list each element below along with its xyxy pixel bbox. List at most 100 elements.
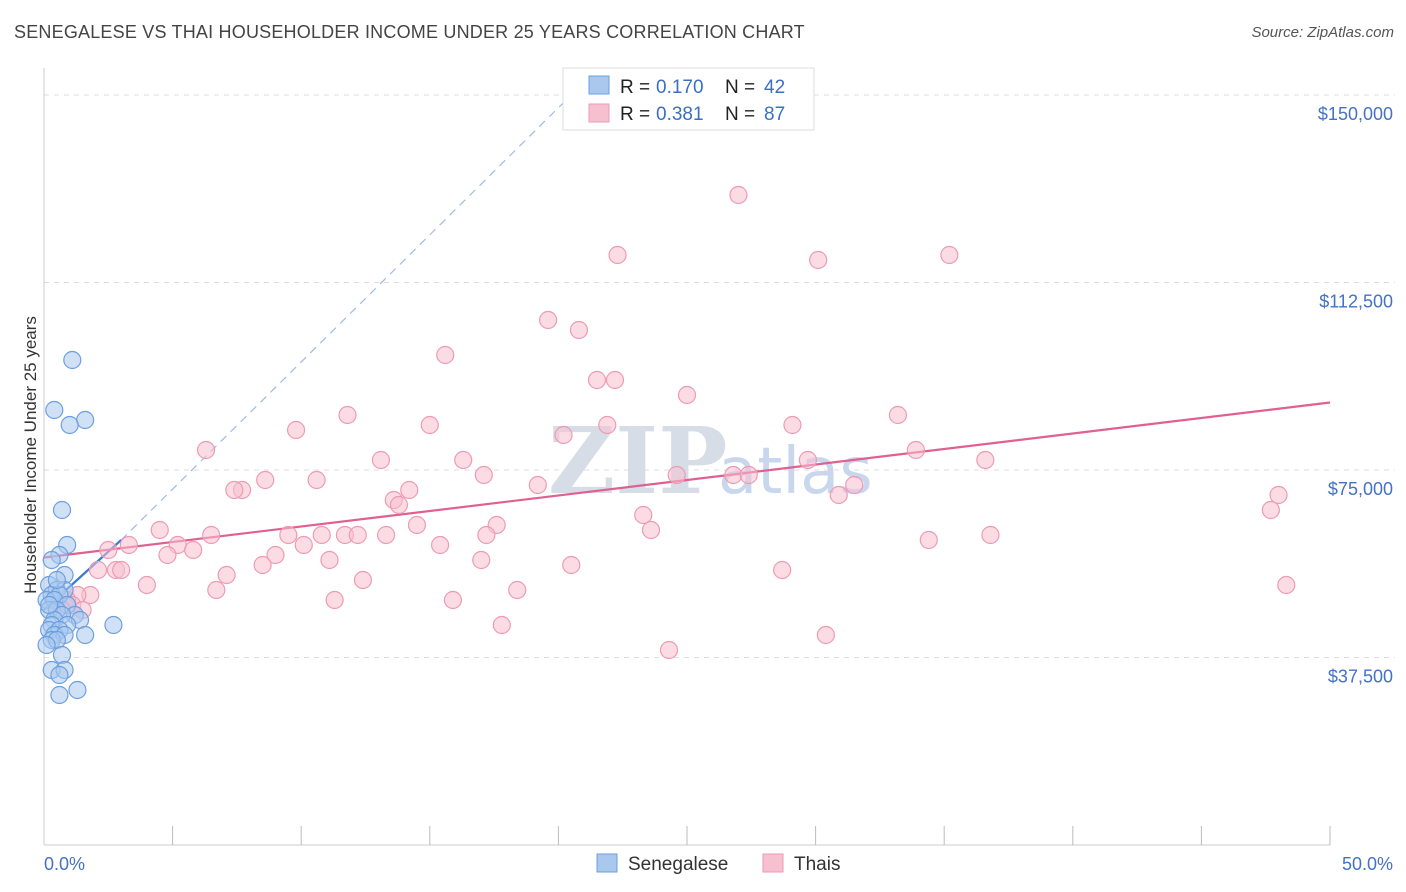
thais-point <box>184 540 203 560</box>
thais-point <box>906 440 926 460</box>
bottom-legend-swatch-senegalese <box>596 853 618 873</box>
thais-point <box>158 545 177 565</box>
thais-point <box>279 525 298 545</box>
senegalese-trend-extension <box>120 94 572 541</box>
legend-swatch-senegalese <box>588 75 610 95</box>
thais-point <box>119 535 138 555</box>
thais-point <box>217 565 236 585</box>
thais-point <box>724 465 743 485</box>
thais-point <box>436 345 455 365</box>
legend-r-senegalese: 0.170 <box>656 77 704 98</box>
senegalese-point <box>76 410 95 430</box>
source-label: Source: ZipAtlas.com <box>1251 24 1394 41</box>
thais-point <box>919 530 938 550</box>
senegalese-point <box>50 685 69 705</box>
thais-point <box>443 590 463 610</box>
thais-point <box>677 385 697 405</box>
thais-point <box>816 625 835 645</box>
thais-point <box>137 575 156 595</box>
thais-point <box>888 405 908 425</box>
senegalese-point <box>76 625 95 645</box>
y-axis-label: Householder Income Under 25 years <box>21 316 40 594</box>
trend-lines <box>43 94 1331 611</box>
thais-point <box>829 485 848 505</box>
senegalese-point <box>68 680 87 700</box>
thais-point <box>202 525 221 545</box>
thais-point <box>605 370 625 390</box>
thais-point <box>1269 485 1288 505</box>
senegalese-points <box>37 350 123 705</box>
x-tick-label-min: 0.0% <box>44 854 85 874</box>
thais-point <box>389 495 409 515</box>
thais-point <box>312 525 331 545</box>
thais-point <box>659 640 679 660</box>
legend-r-label-senegalese: R = <box>620 77 650 98</box>
senegalese-point <box>40 595 59 615</box>
thais-point <box>472 550 491 570</box>
thais-point <box>325 590 344 610</box>
thais-point <box>667 465 686 485</box>
thais-point <box>320 550 339 570</box>
legend-n-label-senegalese: N = <box>725 77 755 98</box>
legend-r-thais: 0.381 <box>656 104 704 125</box>
thais-point <box>338 405 357 425</box>
thais-trend-line <box>43 401 1331 559</box>
senegalese-point <box>50 665 69 685</box>
thais-point <box>477 525 496 545</box>
senegalese-point <box>60 415 79 435</box>
senegalese-point <box>52 500 72 520</box>
grid-lines <box>44 94 1395 658</box>
thais-point <box>981 525 1000 545</box>
thais-point <box>196 440 216 460</box>
watermark-zip: ZIP <box>548 407 727 515</box>
bottom-legend-senegalese: Senegalese <box>628 854 728 875</box>
y-tick-label: $112,500 <box>1319 292 1393 312</box>
thais-point <box>407 515 427 535</box>
legend-n-thais: 87 <box>764 104 785 125</box>
legend: R = 0.170 N = 42 R = 0.381 N = 87 <box>562 67 815 131</box>
legend-n-senegalese: 42 <box>764 77 785 98</box>
thais-point <box>420 415 439 435</box>
y-tick-label: $37,500 <box>1328 667 1393 687</box>
thais-point <box>539 310 558 330</box>
thais-point <box>400 480 419 500</box>
thais-point <box>845 475 864 495</box>
axes <box>43 68 1331 846</box>
thais-point <box>225 480 244 500</box>
watermark: ZIP atlas <box>548 407 873 515</box>
thais-point <box>508 580 527 600</box>
senegalese-point <box>63 350 82 370</box>
x-tick-label-max: 50.0% <box>1342 854 1393 874</box>
thais-point <box>286 420 306 440</box>
thais-point <box>430 535 450 555</box>
thais-point <box>1277 575 1296 595</box>
thais-point <box>783 415 802 435</box>
thais-point <box>256 470 275 490</box>
y-tick-labels: $37,500 $75,000 $112,500 $150,000 <box>1318 104 1393 687</box>
thais-point <box>587 370 607 390</box>
thais-point <box>634 505 653 525</box>
bottom-legend-thais: Thais <box>794 854 840 875</box>
legend-swatch-thais <box>588 103 610 123</box>
thais-point <box>348 525 367 545</box>
senegalese-point <box>37 635 56 655</box>
thais-point <box>266 545 285 565</box>
thais-point <box>729 185 748 205</box>
thais-point <box>976 450 995 470</box>
thais-point <box>353 570 373 590</box>
thais-point <box>773 560 792 580</box>
thais-point <box>454 450 473 470</box>
thais-point <box>798 450 817 470</box>
chart-title: SENEGALESE VS THAI HOUSEHOLDER INCOME UN… <box>14 22 805 42</box>
thais-point <box>641 520 661 540</box>
thais-point <box>739 465 758 485</box>
thais-point <box>376 525 396 545</box>
thais-point <box>528 475 547 495</box>
thais-point <box>598 415 617 435</box>
thais-point <box>112 560 131 580</box>
thais-point <box>1261 500 1280 520</box>
thais-point <box>569 320 589 340</box>
thais-point <box>294 535 313 555</box>
thais-point <box>99 540 118 560</box>
